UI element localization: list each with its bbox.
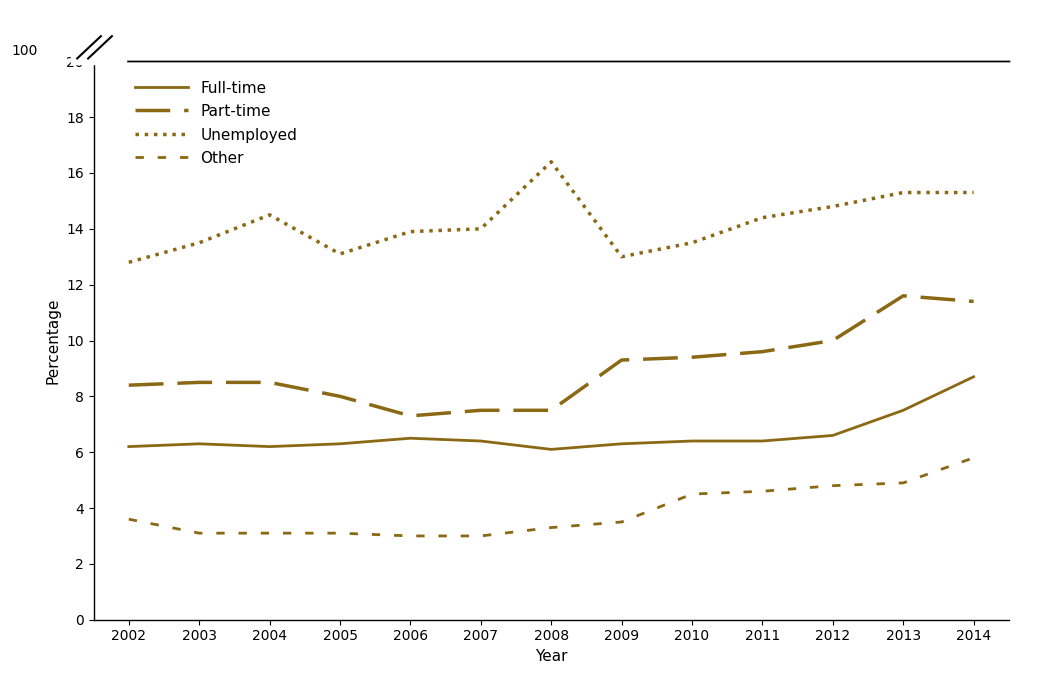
Other bbox=[896, 479, 909, 487]
Full-time bbox=[334, 440, 346, 448]
Unemployed bbox=[123, 258, 135, 266]
Part-time bbox=[896, 291, 909, 300]
Y-axis label: Percentage: Percentage bbox=[46, 297, 60, 384]
Full-time bbox=[545, 445, 557, 454]
Unemployed bbox=[756, 214, 769, 222]
Line: Part-time: Part-time bbox=[129, 296, 973, 416]
Unemployed bbox=[474, 225, 487, 233]
Full-time bbox=[896, 406, 909, 414]
Other bbox=[616, 518, 628, 526]
FancyBboxPatch shape bbox=[71, 36, 126, 64]
Part-time bbox=[405, 412, 417, 420]
Full-time bbox=[474, 437, 487, 445]
Part-time bbox=[123, 381, 135, 390]
Unemployed bbox=[967, 189, 980, 197]
Part-time bbox=[827, 336, 839, 345]
Full-time bbox=[616, 440, 628, 448]
Part-time bbox=[334, 392, 346, 400]
Unemployed bbox=[685, 239, 698, 247]
Unemployed bbox=[334, 250, 346, 258]
Full-time bbox=[685, 437, 698, 445]
Other bbox=[685, 490, 698, 498]
X-axis label: Year: Year bbox=[535, 649, 568, 664]
Unemployed bbox=[193, 239, 206, 247]
Full-time bbox=[193, 440, 206, 448]
Line: Other: Other bbox=[129, 458, 973, 536]
Other bbox=[334, 529, 346, 537]
Other bbox=[756, 487, 769, 495]
Other bbox=[193, 529, 206, 537]
Full-time bbox=[123, 443, 135, 451]
Other bbox=[123, 515, 135, 523]
Other bbox=[967, 454, 980, 462]
Part-time bbox=[685, 353, 698, 362]
Unemployed bbox=[827, 202, 839, 210]
Other bbox=[545, 524, 557, 532]
Part-time bbox=[263, 379, 276, 387]
Unemployed bbox=[405, 227, 417, 236]
Unemployed bbox=[263, 211, 276, 219]
Part-time bbox=[474, 406, 487, 414]
Unemployed bbox=[896, 189, 909, 197]
Part-time bbox=[545, 406, 557, 414]
Line: Unemployed: Unemployed bbox=[129, 162, 973, 262]
Legend: Full-time, Part-time, Unemployed, Other: Full-time, Part-time, Unemployed, Other bbox=[129, 74, 304, 172]
Full-time bbox=[405, 434, 417, 443]
Full-time bbox=[827, 431, 839, 439]
Other bbox=[263, 529, 276, 537]
Line: Full-time: Full-time bbox=[129, 377, 973, 449]
Part-time bbox=[967, 298, 980, 306]
Full-time bbox=[967, 373, 980, 381]
Unemployed bbox=[545, 158, 557, 166]
Part-time bbox=[616, 356, 628, 364]
Other bbox=[405, 532, 417, 540]
Text: 100: 100 bbox=[11, 44, 38, 59]
Part-time bbox=[193, 379, 206, 387]
Full-time bbox=[263, 443, 276, 451]
Full-time bbox=[756, 437, 769, 445]
Part-time bbox=[756, 347, 769, 355]
Other bbox=[474, 532, 487, 540]
Other bbox=[827, 481, 839, 490]
Unemployed bbox=[616, 253, 628, 261]
